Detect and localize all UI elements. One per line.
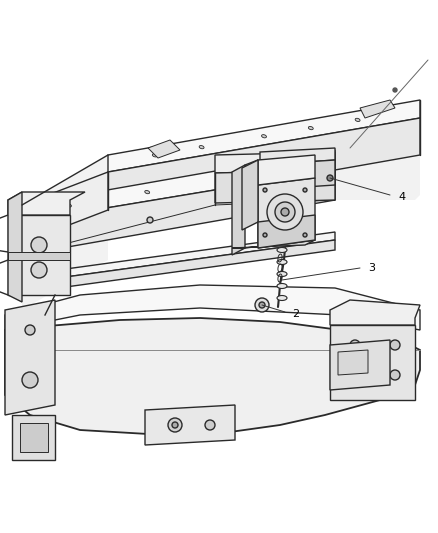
Ellipse shape (199, 146, 204, 149)
Polygon shape (258, 215, 315, 248)
Circle shape (275, 202, 295, 222)
Polygon shape (20, 423, 48, 452)
Circle shape (172, 422, 178, 428)
Text: 3: 3 (368, 263, 375, 273)
Circle shape (205, 420, 215, 430)
Ellipse shape (152, 154, 157, 157)
Ellipse shape (223, 177, 228, 180)
Circle shape (303, 188, 307, 192)
Circle shape (263, 188, 267, 192)
Text: 4: 4 (398, 192, 405, 202)
Polygon shape (215, 170, 335, 203)
Circle shape (255, 298, 269, 312)
Polygon shape (5, 285, 420, 330)
Circle shape (147, 217, 153, 223)
Circle shape (393, 88, 397, 92)
Ellipse shape (277, 260, 287, 264)
Ellipse shape (67, 204, 71, 207)
Text: 2: 2 (292, 309, 299, 319)
Polygon shape (8, 192, 85, 215)
Polygon shape (12, 415, 55, 460)
Ellipse shape (277, 284, 287, 288)
Polygon shape (22, 155, 420, 310)
Polygon shape (260, 148, 335, 165)
Polygon shape (22, 170, 335, 255)
Polygon shape (22, 172, 108, 243)
Ellipse shape (261, 135, 266, 138)
Ellipse shape (277, 247, 287, 253)
Polygon shape (215, 152, 335, 173)
Polygon shape (22, 150, 335, 222)
Polygon shape (232, 165, 245, 255)
Circle shape (263, 233, 267, 237)
Polygon shape (330, 300, 420, 325)
Circle shape (25, 325, 35, 335)
Polygon shape (338, 350, 368, 375)
Polygon shape (145, 405, 235, 445)
Polygon shape (245, 160, 258, 190)
Ellipse shape (277, 271, 287, 277)
Circle shape (390, 370, 400, 380)
Circle shape (303, 233, 307, 237)
Polygon shape (5, 318, 420, 435)
Circle shape (259, 302, 265, 308)
Polygon shape (260, 160, 335, 190)
Polygon shape (8, 192, 22, 302)
Circle shape (281, 208, 289, 216)
Polygon shape (108, 100, 420, 172)
Polygon shape (148, 140, 180, 158)
Polygon shape (242, 160, 258, 230)
Polygon shape (108, 118, 420, 210)
Polygon shape (22, 205, 32, 255)
Polygon shape (258, 155, 315, 185)
Polygon shape (232, 240, 315, 248)
Polygon shape (22, 232, 335, 283)
Polygon shape (330, 340, 390, 390)
Circle shape (168, 418, 182, 432)
Circle shape (31, 237, 47, 253)
Circle shape (267, 192, 273, 198)
Polygon shape (8, 215, 70, 295)
Polygon shape (330, 325, 415, 400)
Circle shape (390, 340, 400, 350)
Ellipse shape (145, 190, 150, 193)
Ellipse shape (277, 295, 287, 301)
Polygon shape (360, 100, 395, 118)
Ellipse shape (308, 126, 313, 130)
Circle shape (350, 340, 360, 350)
Circle shape (22, 372, 38, 388)
Circle shape (267, 194, 303, 230)
Polygon shape (5, 300, 55, 415)
Polygon shape (22, 240, 335, 293)
Ellipse shape (355, 118, 360, 122)
Circle shape (31, 262, 47, 278)
Circle shape (327, 175, 333, 181)
Polygon shape (258, 178, 315, 248)
Circle shape (350, 370, 360, 380)
Polygon shape (8, 252, 70, 260)
Polygon shape (22, 170, 335, 255)
